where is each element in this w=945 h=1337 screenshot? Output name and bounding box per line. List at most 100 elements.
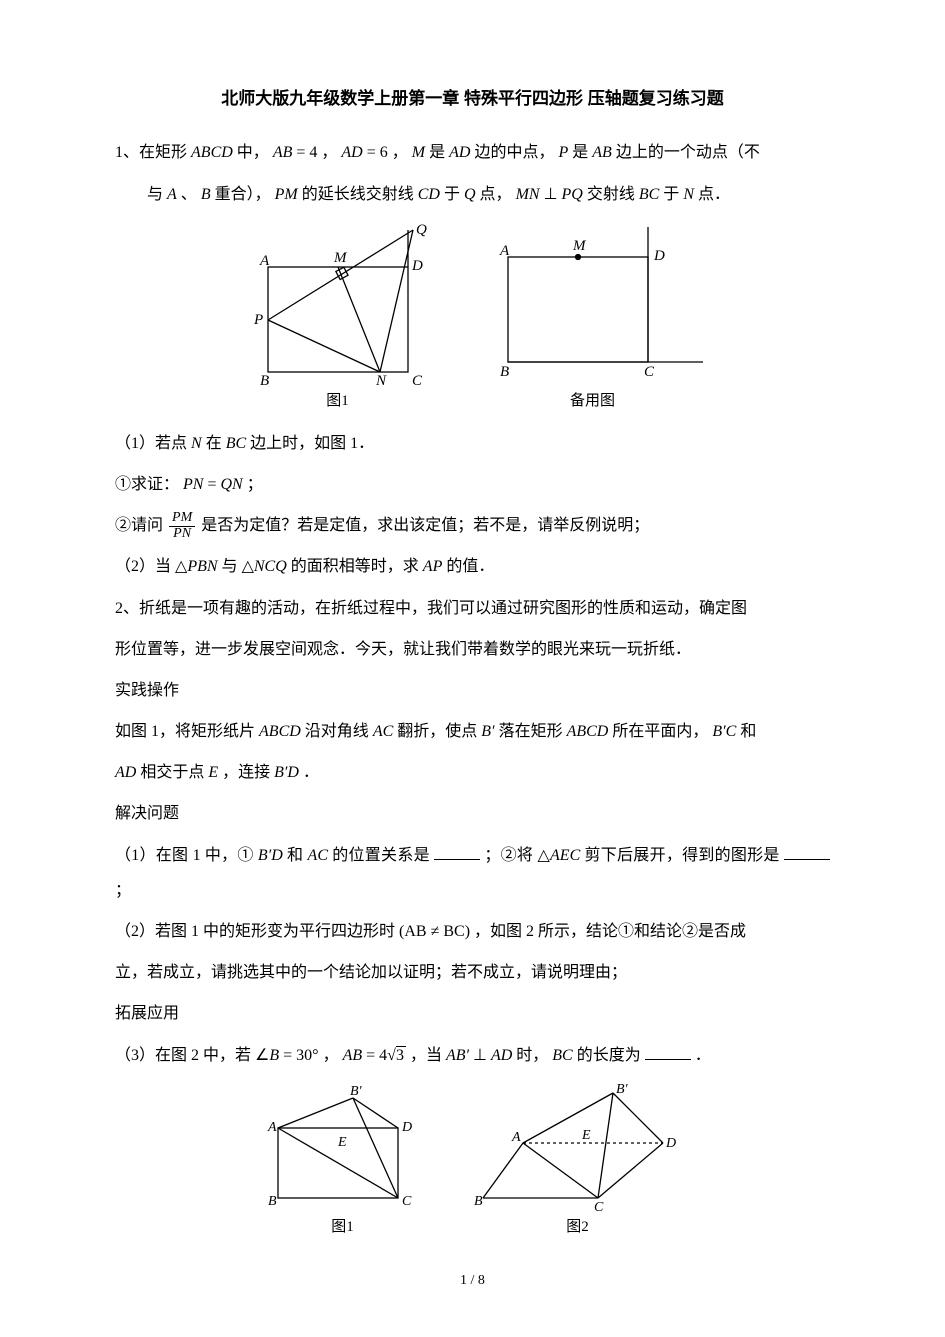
text: 中， — [237, 144, 269, 161]
var: BC — [226, 435, 246, 452]
var: M — [412, 144, 425, 161]
var: AD — [491, 1047, 512, 1064]
svg-text:A: A — [511, 1130, 521, 1145]
text: 点． — [698, 186, 730, 203]
var: B′ — [481, 723, 494, 740]
q1-line1: 1、在矩形 ABCD 中， AB = 4 ， AD = 6 ， M 是 AD 边… — [115, 135, 830, 170]
q1-part2: （2）当 △PBN 与 △NCQ 的面积相等时，求 AP 的值． — [115, 549, 830, 584]
text: 的面积相等时，求 — [291, 558, 419, 575]
q1-figure2: A M D B C 备用图 — [478, 222, 708, 412]
var: Q — [464, 186, 476, 203]
text: 的位置关系是 — [332, 847, 430, 864]
text: 落在矩形 — [499, 723, 563, 740]
text: 翻折，使点 — [397, 723, 477, 740]
var: MN — [516, 186, 540, 203]
q1-line2: 与 A 、 B 重合）， PM 的延长线交射线 CD 于 Q 点， MN ⊥ P… — [115, 177, 830, 212]
var: PN — [183, 476, 203, 493]
frac-num: PM — [169, 511, 195, 527]
svg-text:B: B — [260, 373, 269, 387]
q2-h3: 拓展应用 — [115, 996, 830, 1031]
text: 于 — [663, 186, 679, 203]
page-footer: 1 / 8 — [115, 1266, 830, 1297]
text: 的延长线交射线 — [302, 186, 414, 203]
text: 边上的一个动点（不 — [616, 144, 760, 161]
text: 是 — [429, 144, 445, 161]
q1-figure2-svg: A M D B C — [478, 222, 708, 387]
text: 是 — [572, 144, 588, 161]
var: PM — [275, 186, 298, 203]
svg-text:C: C — [412, 373, 423, 387]
text: ， — [392, 144, 408, 161]
eq: = — [207, 476, 220, 493]
page: 北师大版九年级数学上册第一章 特殊平行四边形 压轴题复习练习题 1、在矩形 AB… — [0, 0, 945, 1337]
var: NCQ — [254, 558, 287, 575]
text: 、 — [181, 186, 197, 203]
text: 沿对角线 — [305, 723, 369, 740]
svg-text:B: B — [500, 364, 509, 380]
var: BC — [552, 1047, 572, 1064]
q2-h2: 解决问题 — [115, 796, 830, 831]
q2-p2a: （2）若图 1 中的矩形变为平行四边形时 (AB ≠ BC) ，如图 2 所示，… — [115, 914, 830, 949]
var: AC — [308, 847, 328, 864]
svg-text:C: C — [402, 1194, 412, 1209]
svg-text:D: D — [411, 258, 423, 274]
var: AB — [592, 144, 612, 161]
text: 重合）， — [215, 186, 271, 203]
var: B — [269, 1047, 279, 1064]
var: B — [201, 186, 211, 203]
var: BC — [639, 186, 659, 203]
blank — [784, 844, 830, 859]
text: ， — [321, 144, 337, 161]
q2-stem2: 形位置等，进一步发展空间观念．今天，就让我们带着数学的眼光来玩一玩折纸． — [115, 632, 830, 667]
svg-text:D: D — [401, 1120, 412, 1135]
var: AB — [273, 144, 293, 161]
svg-text:D: D — [665, 1136, 676, 1151]
q2-figure1: A D B C B′ E 图1 — [258, 1083, 428, 1238]
svg-text:E: E — [337, 1135, 347, 1150]
text: （3）在图 2 中，若 — [115, 1047, 251, 1064]
text: （1）若点 — [115, 435, 187, 452]
text: 交射线 — [587, 186, 635, 203]
text: ，连接 — [222, 764, 270, 781]
var: AEC — [550, 847, 580, 864]
svg-text:N: N — [375, 373, 387, 387]
text: ； — [115, 882, 131, 899]
q1-figure1: A M D P B N C Q 图1 — [238, 222, 438, 412]
q2-p3: （3）在图 2 中，若 ∠B = 30° ， AB = 43 ，当 AB′ ⊥ … — [115, 1038, 830, 1073]
var: PBN — [187, 558, 217, 575]
var: AB′ — [446, 1047, 469, 1064]
text: 与 — [147, 186, 163, 203]
q2-figure-row: A D B C B′ E 图1 — [115, 1083, 830, 1238]
figure-label: 备用图 — [570, 391, 615, 412]
op: ⊥ — [544, 186, 562, 203]
var: AD — [449, 144, 470, 161]
svg-text:E: E — [581, 1128, 591, 1143]
var: B′D — [274, 764, 299, 781]
svg-text:M: M — [572, 238, 587, 254]
blank — [645, 1044, 691, 1059]
var: AD — [115, 764, 136, 781]
q1-figure1-svg: A M D P B N C Q — [238, 222, 438, 387]
text: 1、在矩形 — [115, 144, 187, 161]
q1-c1: ①求证： PN = QN ； — [115, 467, 830, 502]
svg-text:B: B — [474, 1194, 483, 1209]
text: 是否为定值？若是定值，求出该定值；若不是，请举反例说明； — [201, 517, 649, 534]
text: ②请问 — [115, 517, 163, 534]
tri: △ — [175, 558, 187, 575]
var: AC — [373, 723, 393, 740]
text: 时， — [516, 1047, 548, 1064]
svg-text:Q: Q — [416, 222, 427, 238]
ang: ∠ — [255, 1047, 269, 1064]
q2-p2c: 立，若成立，请挑选其中的一个结论加以证明；若不成立，请说明理由； — [115, 955, 830, 990]
text: 在 — [206, 435, 222, 452]
var: B′C — [712, 723, 736, 740]
text: 如图 1，将矩形纸片 — [115, 723, 255, 740]
var: A — [167, 186, 177, 203]
q2-stem1: 2、折纸是一项有趣的活动，在折纸过程中，我们可以通过研究图形的性质和运动，确定图 — [115, 591, 830, 626]
eq: = 4 — [366, 1047, 387, 1064]
var: ABCD — [259, 723, 301, 740]
q2-figure2: A D B C B′ E 图2 — [468, 1083, 688, 1238]
q2-figure1-svg: A D B C B′ E — [258, 1083, 428, 1213]
var: AB — [343, 1047, 363, 1064]
svg-text:A: A — [259, 253, 270, 269]
